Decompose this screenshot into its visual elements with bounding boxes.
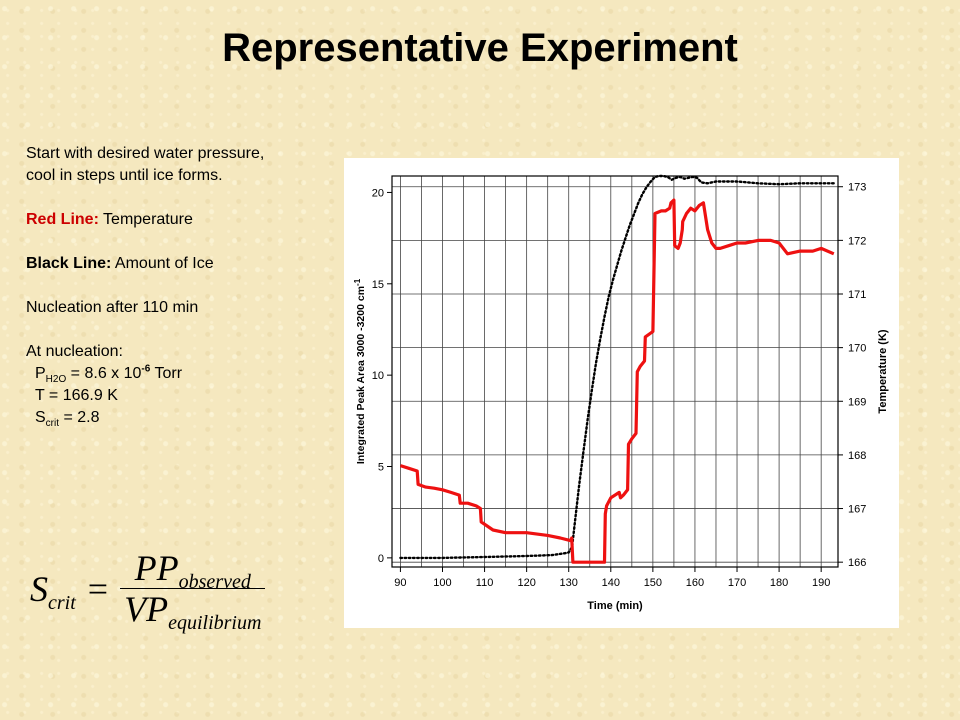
y-left-tick-label: 10 xyxy=(372,370,384,382)
x-tick-label: 160 xyxy=(686,577,704,589)
pressure-exponent: -6 xyxy=(141,363,151,375)
pressure-line: PH2O = 8.6 x 10-6 Torr xyxy=(26,363,356,385)
pressure-symbol: P xyxy=(35,365,46,382)
y-left-axis-title: Integrated Peak Area 3000 -3200 cm-1 xyxy=(353,278,367,464)
intro-line-1: Start with desired water pressure, xyxy=(26,145,265,162)
x-tick-label: 90 xyxy=(394,577,406,589)
legend-black-line: Black Line: Amount of Ice xyxy=(26,253,356,275)
denominator-subscript: equilibrium xyxy=(168,612,262,635)
x-tick-label: 190 xyxy=(812,577,830,589)
pressure-unit: Torr xyxy=(150,365,183,382)
fraction-bar xyxy=(120,588,266,589)
description-panel: Start with desired water pressure, cool … xyxy=(26,143,356,429)
supersaturation-line: Scrit = 2.8 xyxy=(26,407,356,429)
nucleation-time: Nucleation after 110 min xyxy=(26,299,199,316)
slide-title: Representative Experiment xyxy=(222,26,738,70)
x-tick-label: 140 xyxy=(602,577,620,589)
y-left-tick-label: 20 xyxy=(372,187,384,199)
equation-equals: = xyxy=(87,568,109,609)
equation-lhs-subscript: crit xyxy=(48,591,76,614)
chart-panel: 0 5 10 15 20 166 167 168 169 170 171 172 173 90 100 110… xyxy=(344,158,899,628)
y-right-tick-label: 171 xyxy=(848,289,866,301)
y-left-axis-title-superscript: -1 xyxy=(353,278,362,286)
black-line-label: Black Line: xyxy=(26,255,112,272)
x-tick-label: 100 xyxy=(433,577,451,589)
pressure-subscript: H2O xyxy=(45,374,67,386)
equation-denominator: VPequilibrium xyxy=(120,589,265,633)
y-right-tick-label: 166 xyxy=(848,557,866,569)
red-line-label: Red Line: xyxy=(26,211,99,228)
denominator-symbol: VP xyxy=(124,589,169,629)
numerator-subscript: observed xyxy=(178,571,251,594)
s-value: = 2.8 xyxy=(59,409,100,426)
y-right-tick-label: 169 xyxy=(848,396,866,408)
black-line-desc: Amount of Ice xyxy=(111,255,214,272)
scrit-equation: Scrit = PPobserved VPequilibrium xyxy=(30,548,266,633)
equation-fraction: PPobserved VPequilibrium xyxy=(120,548,266,633)
x-tick-label: 150 xyxy=(644,577,662,589)
red-line-desc: Temperature xyxy=(98,211,193,228)
legend-red-line: Red Line: Temperature xyxy=(26,209,356,231)
numerator-symbol: PP xyxy=(134,548,179,588)
ice-temperature-chart: 0 5 10 15 20 166 167 168 169 170 171 172 173 90 100 110… xyxy=(353,174,889,612)
y-right-axis-title: Temperature (K) xyxy=(877,329,889,413)
x-tick-label: 180 xyxy=(770,577,788,589)
s-symbol: S xyxy=(35,409,46,426)
x-tick-label: 110 xyxy=(476,577,494,589)
equation-numerator: PPobserved xyxy=(131,548,255,592)
equation-lhs-symbol: S xyxy=(30,568,48,609)
y-right-tick-label: 173 xyxy=(848,182,866,194)
at-nucleation-heading: At nucleation: xyxy=(26,343,123,360)
y-right-tick-label: 170 xyxy=(848,343,866,355)
series-temperature xyxy=(399,198,835,564)
series-ice-amount xyxy=(399,174,835,560)
intro-line-2: cool in steps until ice forms. xyxy=(26,167,223,184)
x-tick-label: 130 xyxy=(560,577,578,589)
s-subscript: crit xyxy=(45,418,60,430)
x-tick-label: 170 xyxy=(728,577,746,589)
x-axis-title: Time (min) xyxy=(587,600,643,612)
y-right-tick-label: 168 xyxy=(848,450,866,462)
y-right-tick-label: 167 xyxy=(848,504,866,516)
y-right-tick-label: 172 xyxy=(848,235,866,247)
y-left-tick-label: 5 xyxy=(378,462,384,474)
x-tick-label: 120 xyxy=(517,577,535,589)
y-left-tick-label: 15 xyxy=(372,279,384,291)
plot-frame xyxy=(391,175,839,568)
y-left-tick-label: 0 xyxy=(378,553,384,565)
pressure-value: = 8.6 x 10 xyxy=(66,365,142,382)
temperature-line: T = 166.9 K xyxy=(35,387,118,404)
equation-lhs: Scrit xyxy=(30,568,76,613)
